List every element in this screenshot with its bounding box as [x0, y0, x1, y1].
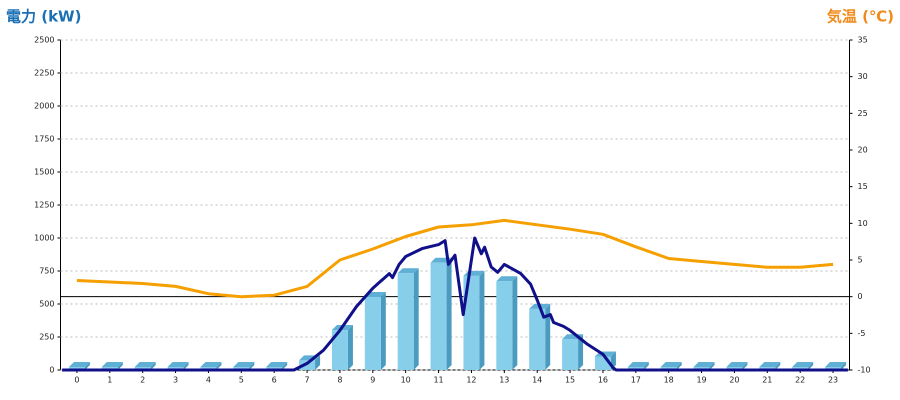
- x-tick-label: 14: [532, 376, 542, 385]
- bar-side: [413, 268, 419, 370]
- bar: [364, 297, 381, 370]
- y-axis-title: 電力 (kW): [6, 8, 81, 26]
- bar-side: [150, 362, 156, 370]
- x-tick-label: 11: [433, 376, 443, 385]
- x-tick-label: 23: [828, 376, 838, 385]
- y2-tick-label: 35: [858, 36, 868, 45]
- y2-tick-label: -10: [858, 366, 871, 375]
- y-tick-label: 500: [39, 300, 54, 309]
- x-tick-label: 20: [729, 376, 739, 385]
- y2-tick-label: 0: [858, 292, 863, 301]
- y2-tick-label: 15: [858, 182, 868, 191]
- y2-tick-label: 30: [858, 72, 868, 81]
- bar-top: [233, 362, 255, 367]
- y-tick-label: 1250: [34, 201, 54, 210]
- bar-side: [841, 362, 847, 370]
- bar-side: [643, 362, 649, 370]
- x-tick-label: 22: [795, 376, 805, 385]
- x-tick-label: 8: [337, 376, 342, 385]
- y-tick-label: 1000: [34, 234, 54, 243]
- bar-side: [347, 325, 353, 370]
- bar-top: [660, 362, 682, 367]
- x-tick-label: 17: [631, 376, 641, 385]
- x-tick-label: 18: [664, 376, 674, 385]
- bar-side: [380, 292, 386, 370]
- bar: [397, 273, 414, 370]
- y-tick-label: 0: [49, 366, 54, 375]
- y2-tick-label: 25: [858, 109, 868, 118]
- bar-top: [792, 362, 814, 367]
- bar: [463, 275, 480, 370]
- bar-side: [742, 362, 748, 370]
- bar-top: [726, 362, 748, 367]
- y2-axis-title: 気温 (℃): [827, 8, 894, 26]
- bar-side: [216, 362, 222, 370]
- bar-side: [545, 303, 551, 370]
- bar-side: [282, 362, 288, 370]
- y-tick-label: 750: [39, 267, 54, 276]
- x-tick-label: 0: [74, 376, 79, 385]
- bar-side: [676, 362, 682, 370]
- x-tick-label: 16: [598, 376, 608, 385]
- x-tick-label: 6: [272, 376, 277, 385]
- bar: [430, 262, 447, 370]
- x-tick-label: 9: [370, 376, 375, 385]
- x-tick-label: 10: [401, 376, 411, 385]
- bar-top: [134, 362, 156, 367]
- bar-side: [578, 334, 584, 370]
- x-tick-label: 21: [762, 376, 772, 385]
- bar-side: [117, 362, 123, 370]
- bar-side: [183, 362, 189, 370]
- power-line: [62, 236, 848, 372]
- x-tick-label: 19: [696, 376, 706, 385]
- bar-top: [496, 276, 518, 282]
- bar-side: [709, 362, 715, 370]
- x-tick-label: 1: [107, 376, 112, 385]
- temperature-line: [76, 218, 834, 299]
- y-tick-label: 250: [39, 333, 54, 342]
- bar-side: [249, 362, 255, 370]
- bar: [496, 281, 513, 370]
- bar-side: [84, 362, 90, 370]
- bar-side: [775, 362, 781, 370]
- x-tick-label: 15: [565, 376, 575, 385]
- y2-tick-label: 10: [858, 219, 868, 228]
- y-tick-label: 2250: [34, 69, 54, 78]
- x-tick-label: 13: [499, 376, 509, 385]
- bar-top: [200, 362, 222, 367]
- x-tick-label: 5: [239, 376, 244, 385]
- bar-top: [266, 362, 288, 367]
- x-tick-label: 4: [206, 376, 211, 385]
- bar-top: [167, 362, 189, 367]
- x-tick-label: 7: [305, 376, 310, 385]
- x-tick-label: 12: [466, 376, 476, 385]
- bar-side: [512, 276, 518, 370]
- bar: [299, 360, 316, 370]
- y-tick-label: 2000: [34, 102, 54, 111]
- bar-side: [446, 257, 452, 370]
- y2-tick-label: 5: [858, 256, 863, 265]
- bar-side: [808, 362, 814, 370]
- bar-top: [397, 268, 419, 274]
- bar-top: [68, 362, 90, 367]
- bar-side: [479, 270, 485, 370]
- y2-tick-label: 20: [858, 146, 868, 155]
- bar-top: [759, 362, 781, 367]
- y-tick-label: 1750: [34, 135, 54, 144]
- bar: [562, 339, 579, 370]
- x-tick-label: 3: [173, 376, 178, 385]
- bar-top: [693, 362, 715, 367]
- y-tick-label: 2500: [34, 36, 54, 45]
- bar: [529, 308, 546, 370]
- bar-top: [101, 362, 123, 367]
- y-tick-label: 1500: [34, 168, 54, 177]
- bar-top: [627, 362, 649, 367]
- bar-side: [315, 355, 321, 370]
- x-tick-label: 2: [140, 376, 145, 385]
- y2-tick-label: -5: [858, 329, 866, 338]
- bar: [331, 330, 348, 370]
- bar-top: [825, 362, 847, 367]
